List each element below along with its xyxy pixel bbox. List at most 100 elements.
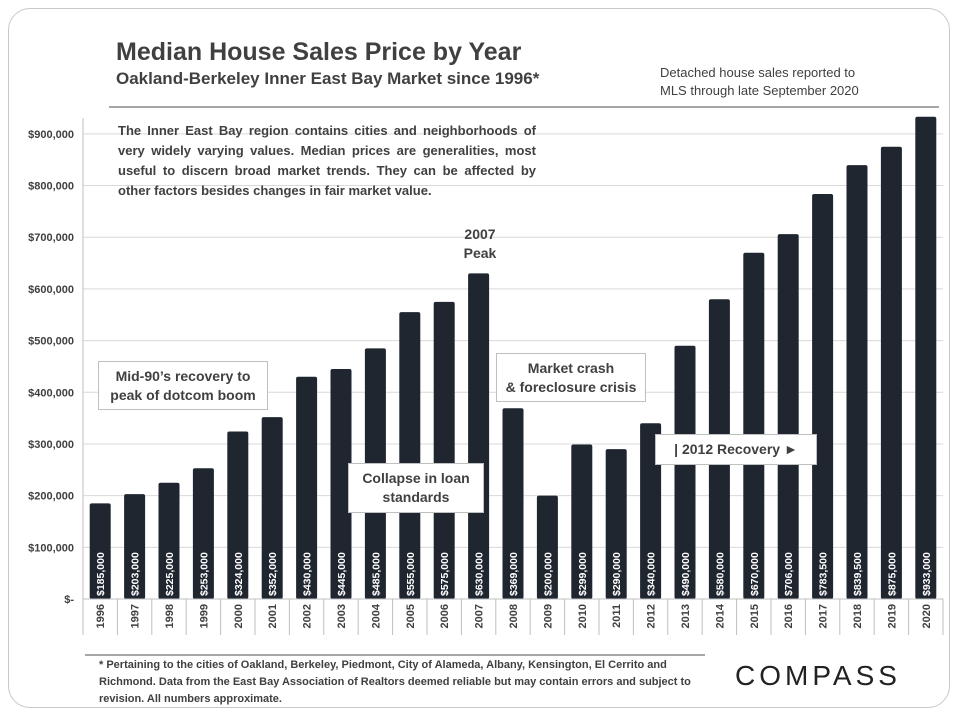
header-divider: [109, 106, 939, 108]
bar: [880, 146, 902, 599]
annotation-mid90s: Mid-90’s recovery to peak of dotcom boom: [98, 361, 268, 410]
bar-value-label: $580,000: [714, 552, 726, 596]
bar: [124, 494, 146, 599]
chart-title: Median House Sales Price by Year: [116, 38, 522, 66]
x-tick-label: 2001: [267, 604, 279, 628]
x-tick-label: 2009: [542, 604, 554, 628]
footer-divider: [85, 654, 705, 656]
footnote: * Pertaining to the cities of Oakland, B…: [99, 659, 691, 705]
bar-value-label: $706,000: [783, 552, 795, 596]
annotation-crash: Market crash & foreclosure crisis: [496, 353, 646, 402]
bar-value-label: $485,000: [370, 552, 382, 596]
x-tick-label: 2002: [302, 604, 314, 628]
annotation-crash-line2: & foreclosure crisis: [505, 379, 637, 395]
bar: [743, 252, 765, 599]
x-tick-label: 2015: [749, 604, 761, 628]
bar: [571, 444, 593, 599]
x-tick-label: 1998: [164, 604, 176, 628]
bar: [433, 301, 455, 599]
bar: [227, 431, 249, 599]
x-tick-label: 2000: [233, 604, 245, 628]
bar: [605, 449, 627, 599]
bar-value-label: $670,000: [749, 552, 761, 596]
x-tick-label: 2018: [852, 604, 864, 628]
bar-value-label: $340,000: [646, 552, 658, 596]
bar: [468, 273, 490, 599]
annotation-peak: 2007 Peak: [448, 225, 512, 263]
y-tick-label: $400,000: [28, 387, 74, 399]
bar: [502, 408, 524, 599]
bar-value-label: $352,000: [267, 552, 279, 596]
bar-value-label: $324,000: [233, 552, 245, 596]
bar-value-label: $225,000: [164, 552, 176, 596]
bar: [674, 345, 696, 599]
bar-value-label: $783,500: [818, 552, 830, 596]
x-tick-label: 1996: [95, 604, 107, 628]
bar: [261, 417, 283, 599]
bar-value-label: $290,000: [611, 552, 623, 596]
bar: [158, 482, 180, 599]
x-tick-label: 2010: [577, 604, 589, 628]
bar-value-label: $299,000: [577, 552, 589, 596]
annotation-collapse-line2: standards: [382, 489, 450, 505]
y-tick-label: $900,000: [28, 129, 74, 141]
compass-logo: COMPASS: [735, 660, 901, 691]
bar-value-label: $575,000: [439, 552, 451, 596]
chart-subtitle: Oakland-Berkeley Inner East Bay Market s…: [116, 69, 540, 88]
x-tick-label: 2008: [508, 604, 520, 628]
bar-value-label: $933,000: [921, 552, 933, 596]
x-tick-label: 2013: [680, 604, 692, 628]
bar: [915, 116, 937, 599]
bar-value-label: $839,500: [852, 552, 864, 596]
y-tick-label: $100,000: [28, 542, 74, 554]
bar: [89, 503, 111, 599]
bar-value-label: $253,000: [198, 552, 210, 596]
y-tick-label: $-: [64, 594, 74, 606]
bar-value-label: $490,000: [680, 552, 692, 596]
bar: [812, 194, 834, 600]
bar-value-label: $203,000: [130, 552, 142, 596]
y-tick-label: $600,000: [28, 284, 74, 296]
x-tick-label: 2014: [714, 603, 726, 628]
bar: [846, 165, 868, 599]
bar-value-label: $200,000: [542, 552, 554, 596]
bar: [777, 234, 799, 599]
data-source-note: Detached house sales reported to MLS thr…: [660, 64, 960, 100]
x-tick-label: 2016: [783, 604, 795, 628]
x-tick-label: 2020: [921, 604, 933, 628]
bar: [536, 495, 558, 599]
annotation-collapse: Collapse in loan standards: [348, 463, 484, 513]
x-tick-label: 2017: [818, 604, 830, 628]
bar: [399, 312, 421, 599]
x-tick-label: 2011: [611, 604, 623, 628]
x-tick-label: 2004: [370, 603, 382, 628]
data-source-note-line1: Detached house sales reported to: [660, 65, 856, 80]
bar-value-label: $630,000: [474, 552, 486, 596]
x-tick-label: 1999: [198, 604, 210, 628]
x-tick-label: 1997: [130, 604, 142, 628]
bar: [192, 468, 214, 599]
annotation-collapse-line1: Collapse in loan: [362, 470, 470, 486]
bar-value-label: $875,000: [886, 552, 898, 596]
x-tick-label: 2007: [474, 604, 486, 628]
bar-value-label: $369,000: [508, 552, 520, 596]
annotation-mid90s-line2: peak of dotcom boom: [110, 387, 256, 403]
x-tick-label: 2006: [439, 604, 451, 628]
annotation-recovery-text: | 2012 Recovery ►: [674, 441, 798, 457]
y-tick-label: $200,000: [28, 491, 74, 503]
y-tick-label: $300,000: [28, 439, 74, 451]
annotation-peak-line1: 2007: [464, 226, 496, 242]
y-tick-label: $500,000: [28, 336, 74, 348]
x-tick-label: 2019: [886, 604, 898, 628]
bar-value-label: $430,000: [302, 552, 314, 596]
annotation-recovery: | 2012 Recovery ►: [655, 434, 817, 465]
bar-value-label: $185,000: [95, 552, 107, 596]
bar: [330, 369, 352, 599]
x-tick-label: 2003: [336, 604, 348, 628]
x-tick-label: 2005: [405, 604, 417, 628]
x-tick-label: 2012: [646, 604, 658, 628]
chart-frame: [8, 8, 950, 708]
annotation-crash-line1: Market crash: [527, 360, 615, 376]
bar: [296, 376, 318, 599]
